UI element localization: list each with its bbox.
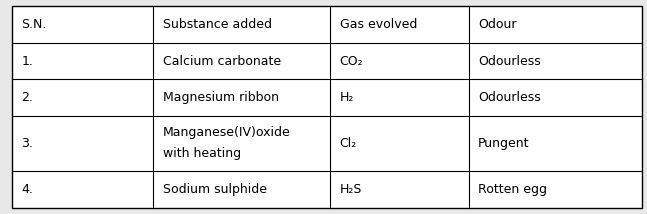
- Text: Rotten egg: Rotten egg: [478, 183, 547, 196]
- Text: Odour: Odour: [478, 18, 517, 31]
- Text: 4.: 4.: [21, 183, 33, 196]
- Text: Gas evolved: Gas evolved: [340, 18, 417, 31]
- Text: Substance added: Substance added: [163, 18, 272, 31]
- Text: 2.: 2.: [21, 91, 33, 104]
- Text: S.N.: S.N.: [21, 18, 47, 31]
- Text: 3.: 3.: [21, 137, 33, 150]
- Text: H₂S: H₂S: [340, 183, 362, 196]
- Text: Calcium carbonate: Calcium carbonate: [163, 55, 281, 68]
- Text: Cl₂: Cl₂: [340, 137, 357, 150]
- Text: 1.: 1.: [21, 55, 33, 68]
- Text: Manganese(IV)oxide: Manganese(IV)oxide: [163, 126, 291, 140]
- Text: Odourless: Odourless: [478, 91, 541, 104]
- Text: CO₂: CO₂: [340, 55, 363, 68]
- Text: Pungent: Pungent: [478, 137, 530, 150]
- Text: H₂: H₂: [340, 91, 354, 104]
- Text: Sodium sulphide: Sodium sulphide: [163, 183, 267, 196]
- Text: with heating: with heating: [163, 147, 241, 160]
- Text: Odourless: Odourless: [478, 55, 541, 68]
- Text: Magnesium ribbon: Magnesium ribbon: [163, 91, 279, 104]
